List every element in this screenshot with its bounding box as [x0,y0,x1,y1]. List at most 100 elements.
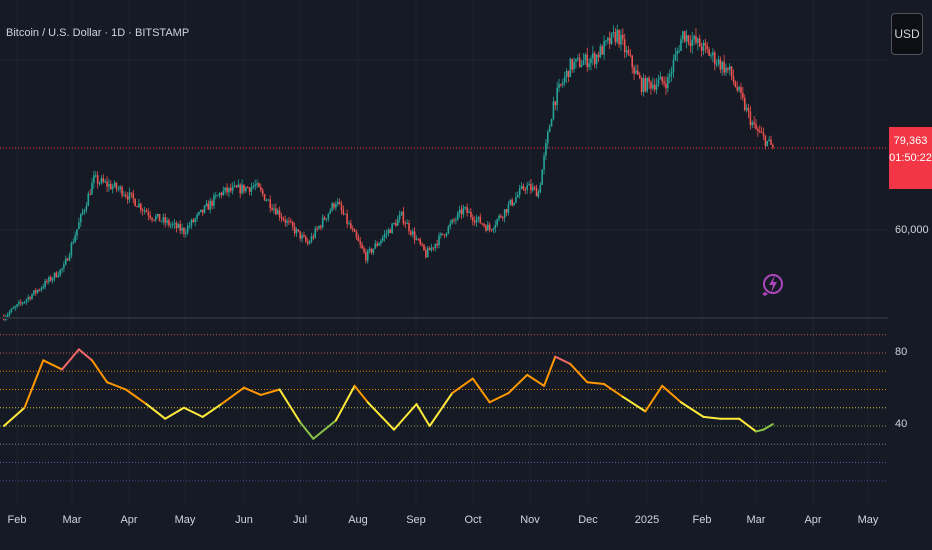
candle-body [55,272,58,278]
candle-body [286,220,288,223]
oscillator-segment [334,384,356,422]
candle-body [34,290,37,293]
candle-body [256,183,258,185]
candle-body [475,218,478,223]
candle-body [672,60,675,72]
candle-body [725,67,727,73]
price-pane[interactable] [0,24,888,322]
time-label: Nov [520,514,540,526]
candle-body [359,241,362,245]
candle-body [522,185,525,190]
candle-body [501,217,504,219]
candle-body [23,301,26,303]
candle-body [456,212,459,220]
candle-body [740,87,742,93]
candle-body [44,280,46,288]
time-label: Feb [692,514,712,526]
candle-body [162,217,165,222]
candle-body [674,54,677,61]
candle-body [507,204,510,213]
candle-body [100,178,103,183]
candle-body [258,183,260,188]
candle-body [638,74,641,78]
candle-body [126,196,129,200]
candle-body [81,211,84,215]
candle-body [355,231,358,238]
candle-body [254,184,257,187]
candle-body [85,206,88,210]
candle-body [620,34,622,45]
candle-body [94,175,97,177]
oscillator-segment [543,355,557,387]
candle-body [698,38,701,47]
candle-body [738,87,740,91]
candle-body [607,37,609,41]
candle-body [175,223,178,229]
candlestick-series [3,24,774,322]
candle-body [220,193,223,195]
candle-body [710,55,712,57]
candle-body [305,236,307,242]
candle-body [715,63,718,65]
candle-body [295,229,298,234]
candle-body [173,223,176,225]
candle-body [139,203,142,210]
candle-body [411,231,414,235]
time-label: Aug [348,514,368,526]
candle-body [237,184,240,188]
oscillator-pane[interactable] [0,334,888,482]
candle-body [473,220,476,223]
candle-body [380,240,382,244]
candle-body [102,178,105,182]
candle-body [479,216,482,224]
oscillator-segment [569,362,589,384]
candle-body [124,194,127,197]
currency-button[interactable]: USD [891,13,923,55]
candle-body [428,248,431,251]
oscillator-segment [77,348,94,362]
candle-body [109,183,112,190]
candle-body [644,78,647,92]
candle-body [548,126,551,133]
candle-body [12,308,15,310]
candle-body [243,184,245,192]
candle-body [205,203,208,206]
candle-body [147,212,150,216]
candle-body [708,49,710,56]
oscillator-segment [2,406,26,427]
candle-body [393,223,395,225]
candle-body [297,229,300,232]
oscillator-segment [415,403,431,427]
candle-body [464,207,467,209]
candle-body [665,83,667,89]
time-label: Mar [62,514,82,526]
candle-body [646,77,649,92]
candle-body [485,225,487,231]
candle-body [179,224,181,231]
candle-body [565,70,568,77]
replay-bolt-icon[interactable] [760,266,786,306]
candle-body [443,234,446,236]
candle-body [119,186,121,189]
candle-body [215,195,217,197]
candle-body [426,248,429,258]
candle-body [657,79,660,85]
candle-body [586,54,588,68]
candle-body [423,244,425,251]
candle-body [631,55,634,68]
candle-body [683,31,686,42]
candle-body [186,225,189,233]
oscillator-line [2,348,774,440]
oscillator-segment [661,384,682,404]
candle-body [678,50,680,52]
candle-body [290,221,292,223]
candle-body [530,184,532,191]
candle-body [395,223,397,226]
candle-body [661,76,664,82]
candle-body [149,215,151,218]
candle-body [25,299,28,302]
candle-body [676,50,679,55]
candle-body [410,231,412,235]
oscillator-segment [61,348,80,371]
